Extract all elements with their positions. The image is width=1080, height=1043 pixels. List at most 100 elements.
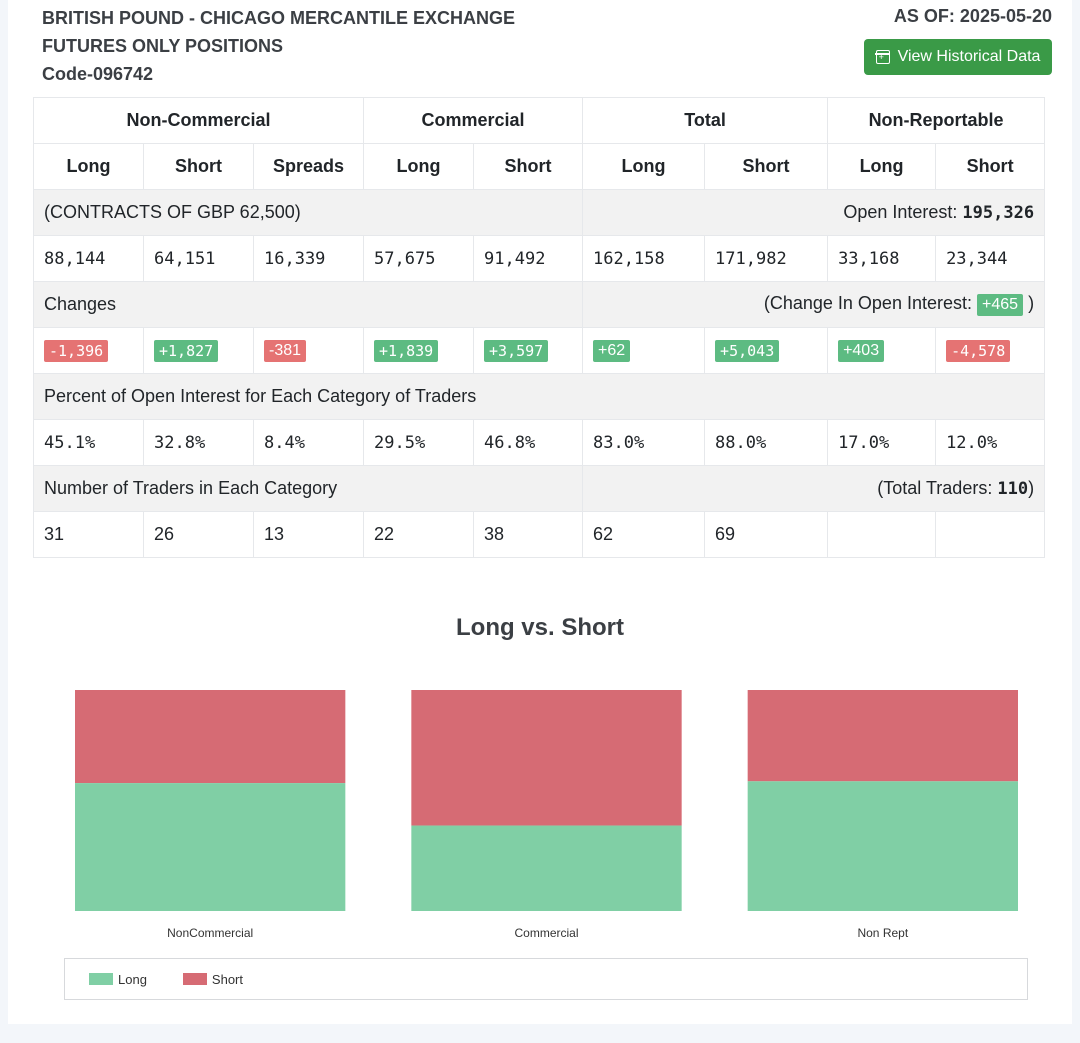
position-cell: 88,144 <box>33 235 144 282</box>
position-cell: 162,158 <box>582 235 706 282</box>
position-cell: 23,344 <box>935 235 1046 282</box>
traders-cell: 38 <box>473 511 584 558</box>
traders-cell: 69 <box>704 511 829 558</box>
bar-short-1[interactable] <box>411 690 682 826</box>
percent-cell: 46.8% <box>473 419 584 466</box>
total-traders-value: 110 <box>997 479 1029 499</box>
column-header-row: Long Short Spreads Long Short Long Short… <box>33 143 1046 190</box>
traders-cell <box>935 511 1046 558</box>
calendar-plus-icon <box>875 50 891 64</box>
column-header: Long <box>363 143 475 190</box>
percent-cell: 88.0% <box>704 419 829 466</box>
changes-row: -1,396 +1,827 -381 +1,839 +3,597 +62 +5,… <box>33 327 1046 374</box>
contract-code: Code-096742 <box>42 64 154 84</box>
category-label: Commercial <box>514 926 578 940</box>
traders-cell: 62 <box>582 511 706 558</box>
column-header: Long <box>582 143 706 190</box>
change-cell: +62 <box>582 327 706 374</box>
legend-label-short: Short <box>211 971 243 987</box>
traders-cell: 26 <box>143 511 254 558</box>
group-header: Non-Reportable <box>827 97 1046 144</box>
position-cell: 33,168 <box>827 235 937 282</box>
traders-cell: 31 <box>33 511 144 558</box>
bar-short-2[interactable] <box>747 690 1018 782</box>
legend-swatch-short <box>182 973 207 985</box>
group-header: Commercial <box>363 97 584 144</box>
change-cell: +5,043 <box>704 327 829 374</box>
traders-cell <box>827 511 937 558</box>
column-header: Spreads <box>252 143 365 190</box>
change-cell: -381 <box>252 327 365 374</box>
change-badge: -381 <box>264 340 307 362</box>
group-header-row: Non-Commercial Commercial Total Non-Repo… <box>32 97 1046 144</box>
total-traders-label: (Total Traders: <box>877 478 993 498</box>
report-header: BRITISH POUND - CHICAGO MERCANTILE EXCHA… <box>42 4 515 88</box>
change-badge: +3,597 <box>484 339 549 362</box>
group-header: Non-Commercial <box>32 97 365 144</box>
traders-cell: 22 <box>363 511 475 558</box>
group-header: Total <box>582 97 829 144</box>
open-interest-value: 195,326 <box>962 203 1035 223</box>
change-cell: -4,578 <box>935 327 1046 374</box>
change-cell: -1,396 <box>33 327 144 374</box>
category-label: Non Rept <box>857 926 908 940</box>
percent-label: Percent of Open Interest for Each Catego… <box>32 373 1046 420</box>
change-badge: +403 <box>838 340 885 362</box>
position-cell: 64,151 <box>143 235 254 282</box>
bar-long-0[interactable] <box>75 783 346 911</box>
change-open-interest-label: (Change In Open Interest: <box>763 293 972 313</box>
legend-label-long: Long <box>118 971 147 987</box>
change-cell: +1,839 <box>363 327 475 374</box>
change-badge: +1,839 <box>374 339 439 362</box>
legend-swatch-long <box>89 973 113 985</box>
long-short-chart: NonCommercial Commercial Non Rept <box>75 690 1018 940</box>
position-cell: 16,339 <box>252 235 365 282</box>
percent-cell: 45.1% <box>33 419 144 466</box>
legend-item-long[interactable]: Long <box>89 972 147 987</box>
column-header: Long <box>827 143 937 190</box>
change-badge: +62 <box>593 340 631 362</box>
change-badge: +1,827 <box>154 339 219 362</box>
percent-cell: 8.4% <box>252 419 365 466</box>
change-open-interest-cell: (Change In Open Interest: +465 ) <box>582 281 1046 328</box>
column-header: Short <box>935 143 1046 190</box>
contracts-label: (CONTRACTS OF GBP 62,500) <box>32 189 584 236</box>
change-badge: +5,043 <box>715 339 780 362</box>
category-label: NonCommercial <box>167 926 253 940</box>
percent-row: 45.1% 32.8% 8.4% 29.5% 46.8% 83.0% 88.0%… <box>33 419 1046 466</box>
traders-cell: 13 <box>252 511 365 558</box>
position-cell: 91,492 <box>473 235 584 282</box>
bar-long-1[interactable] <box>411 825 682 911</box>
open-interest-cell: Open Interest: 195,326 <box>582 189 1046 236</box>
view-historical-data-button[interactable]: View Historical Data <box>864 39 1052 75</box>
column-header: Long <box>33 143 144 190</box>
changes-header-row: Changes (Change In Open Interest: +465 ) <box>32 281 1046 328</box>
bar-long-2[interactable] <box>747 781 1018 911</box>
change-cell: +403 <box>827 327 937 374</box>
change-open-interest-badge: +465 <box>977 294 1024 316</box>
percent-cell: 12.0% <box>935 419 1046 466</box>
percent-cell: 17.0% <box>827 419 937 466</box>
report-title: BRITISH POUND - CHICAGO MERCANTILE EXCHA… <box>42 8 516 28</box>
total-traders-close: ) <box>1028 478 1035 498</box>
percent-cell: 83.0% <box>582 419 706 466</box>
column-header: Short <box>143 143 254 190</box>
change-cell: +1,827 <box>143 327 254 374</box>
changes-label: Changes <box>32 281 584 328</box>
traders-label: Number of Traders in Each Category <box>32 465 584 512</box>
bar-short-0[interactable] <box>75 690 346 784</box>
positions-table: Non-Commercial Commercial Total Non-Repo… <box>32 97 1046 558</box>
change-cell: +3,597 <box>473 327 584 374</box>
legend-item-short[interactable]: Short <box>182 971 243 987</box>
positions-row: 88,144 64,151 16,339 57,675 91,492 162,1… <box>33 235 1046 282</box>
as-of-date: AS OF: 2025-05-20 <box>893 6 1052 26</box>
change-badge: -4,578 <box>946 339 1011 362</box>
chart-legend: Long Short <box>64 958 1028 1000</box>
traders-row: 31 26 13 22 38 62 69 <box>33 511 1046 558</box>
open-interest-label: Open Interest: <box>843 202 958 222</box>
column-header: Short <box>473 143 584 190</box>
contracts-row: (CONTRACTS OF GBP 62,500) Open Interest:… <box>32 189 1046 236</box>
total-traders-cell: (Total Traders: 110) <box>582 465 1046 512</box>
change-badge: -1,396 <box>44 339 109 362</box>
chart-title: Long vs. Short <box>456 614 624 641</box>
